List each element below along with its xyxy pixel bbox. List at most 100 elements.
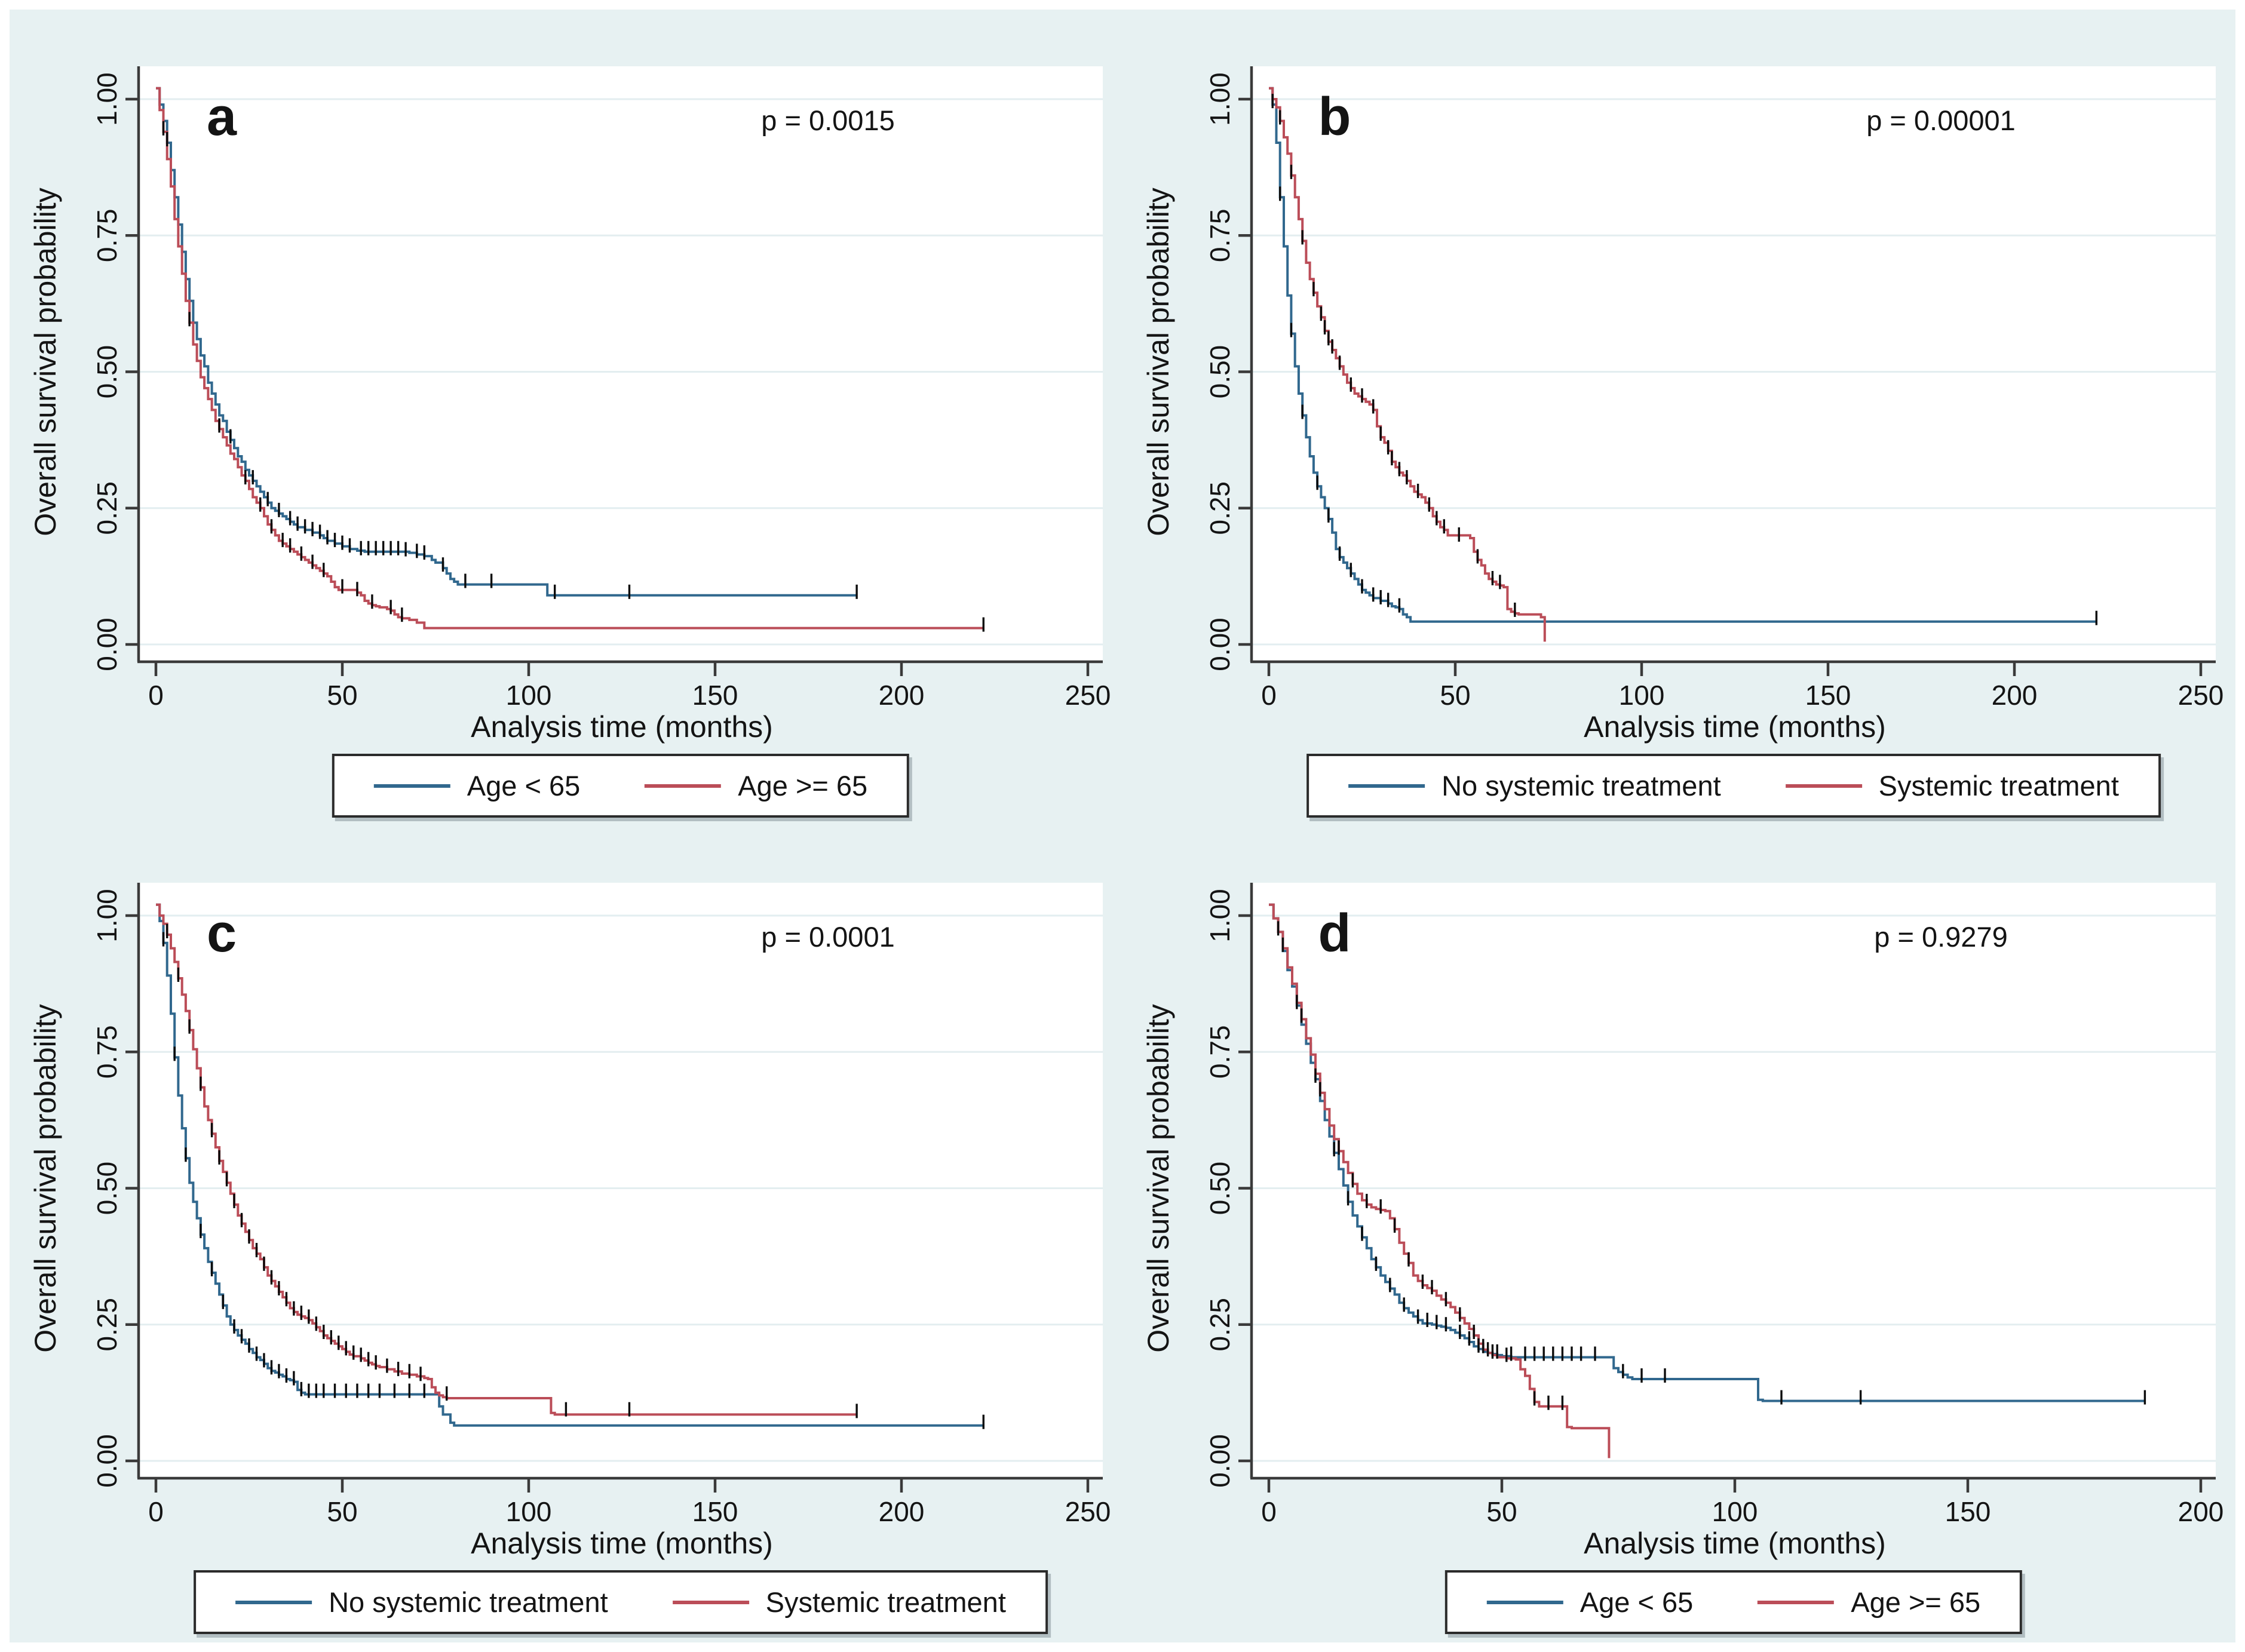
y-tick-label: 0.00 [1204, 618, 1235, 671]
legend-label: Age < 65 [1580, 1586, 1694, 1618]
x-tick-label: 250 [1065, 1496, 1111, 1527]
y-tick-label: 0.25 [1204, 481, 1235, 535]
red-line-swatch [672, 1600, 749, 1604]
x-axis-title-b: Analysis time (months) [1584, 710, 1886, 744]
plot-area [1252, 66, 2216, 662]
legend-entry: Systemic treatment [1785, 769, 2119, 802]
y-axis-title-b: Overall survival probability [1142, 188, 1175, 536]
y-tick-label: 0.00 [1204, 1434, 1235, 1488]
x-tick-label: 0 [148, 1496, 164, 1527]
y-tick-label: 0.00 [91, 618, 122, 671]
legend-label: Age >= 65 [1851, 1586, 1981, 1618]
legend-entry: Age >= 65 [645, 769, 867, 802]
x-tick-label: 200 [879, 1496, 925, 1527]
legend-a: Age < 65 Age >= 65 [332, 754, 910, 818]
x-tick-label: 50 [327, 680, 357, 711]
x-tick-label: 50 [1486, 1496, 1517, 1527]
panel-b: 0.00 0.25 0.50 0.75 1.00 0 50 100 150 200 250 b p … [1122, 10, 2235, 826]
y-tick-label: 1.00 [1204, 889, 1235, 942]
legend-entry: Systemic treatment [672, 1586, 1006, 1619]
legend-label: Age >= 65 [738, 770, 868, 802]
legend-label: Systemic treatment [765, 1586, 1006, 1618]
legend-entry: No systemic treatment [1348, 769, 1721, 802]
y-axis-title-c: Overall survival probability [29, 1004, 62, 1353]
x-tick-label: 200 [2178, 1496, 2224, 1527]
y-tick-label: 0.50 [91, 345, 122, 399]
legend-label: Systemic treatment [1878, 770, 2119, 802]
plot-area [139, 883, 1103, 1478]
y-tick-label: 0.75 [91, 1025, 122, 1079]
x-tick-label: 200 [1992, 680, 2038, 711]
x-tick-label: 100 [506, 680, 552, 711]
panel-c: 0.00 0.25 0.50 0.75 1.00 0 50 100 150 200 250 c p … [10, 826, 1122, 1642]
blue-line-swatch [1348, 784, 1425, 788]
x-tick-label: 100 [1619, 680, 1665, 711]
legend-entry: Age >= 65 [1758, 1586, 1980, 1619]
y-axis-title-d: Overall survival probability [1142, 1004, 1175, 1353]
y-tick-label: 0.75 [91, 208, 122, 262]
km-plot-c: 0.00 0.25 0.50 0.75 1.00 0 50 100 150 200 250 [91, 883, 1111, 1527]
red-line-swatch [1785, 784, 1862, 788]
panel-letter-c: c [206, 904, 237, 963]
legend-entry: No systemic treatment [235, 1586, 608, 1619]
p-value-d: p = 0.9279 [1874, 921, 2008, 953]
x-tick-label: 250 [2178, 680, 2224, 711]
km-figure: 0.00 0.25 0.50 0.75 1.00 0 50 100 150 200 250 a p … [10, 10, 2235, 1642]
km-plot-a: 0.00 0.25 0.50 0.75 1.00 0 50 100 150 200 250 [91, 66, 1111, 711]
panel-letter-d: d [1318, 904, 1351, 963]
km-plot-b: 0.00 0.25 0.50 0.75 1.00 0 50 100 150 200 250 [1204, 66, 2224, 711]
p-value-c: p = 0.0001 [761, 921, 895, 953]
legend-entry: Age < 65 [373, 769, 581, 802]
x-tick-label: 150 [1805, 680, 1851, 711]
x-tick-label: 0 [1261, 680, 1277, 711]
y-tick-label: 0.00 [91, 1434, 122, 1488]
x-tick-label: 100 [1712, 1496, 1758, 1527]
x-tick-label: 150 [692, 1496, 738, 1527]
legend-entry: Age < 65 [1486, 1586, 1694, 1619]
red-line-swatch [1758, 1600, 1835, 1604]
y-tick-label: 0.50 [1204, 1162, 1235, 1215]
y-axis-title-a: Overall survival probability [29, 188, 62, 536]
x-tick-label: 50 [327, 1496, 357, 1527]
legend-label: No systemic treatment [329, 1586, 608, 1618]
blue-line-swatch [235, 1600, 312, 1604]
y-tick-label: 0.75 [1204, 208, 1235, 262]
x-tick-label: 200 [879, 680, 925, 711]
x-axis-title-c: Analysis time (months) [471, 1527, 773, 1560]
red-line-swatch [645, 784, 722, 788]
km-plot-d: 0.00 0.25 0.50 0.75 1.00 0 50 100 150 200 [1204, 883, 2224, 1527]
legend-d: Age < 65 Age >= 65 [1444, 1570, 2023, 1634]
x-tick-label: 250 [1065, 680, 1111, 711]
x-tick-label: 0 [1261, 1496, 1277, 1527]
y-tick-label: 1.00 [1204, 72, 1235, 126]
x-tick-label: 150 [1945, 1496, 1991, 1527]
y-tick-label: 0.25 [91, 1298, 122, 1352]
y-tick-label: 0.50 [1204, 345, 1235, 399]
x-tick-label: 50 [1440, 680, 1470, 711]
x-tick-label: 100 [506, 1496, 552, 1527]
y-tick-label: 0.25 [1204, 1298, 1235, 1352]
y-tick-label: 0.50 [91, 1162, 122, 1215]
blue-line-swatch [1486, 1600, 1563, 1604]
blue-line-swatch [373, 784, 450, 788]
legend-b: No systemic treatment Systemic treatment [1306, 754, 2161, 818]
panel-letter-b: b [1318, 87, 1351, 147]
y-tick-label: 0.25 [91, 481, 122, 535]
x-tick-label: 150 [692, 680, 738, 711]
x-tick-label: 0 [148, 680, 164, 711]
plot-area [1252, 883, 2216, 1478]
x-axis-title-a: Analysis time (months) [471, 710, 773, 744]
legend-c: No systemic treatment Systemic treatment [194, 1570, 1048, 1634]
panel-a: 0.00 0.25 0.50 0.75 1.00 0 50 100 150 200 250 a p … [10, 10, 1122, 826]
x-axis-title-d: Analysis time (months) [1584, 1527, 1886, 1560]
legend-label: No systemic treatment [1442, 770, 1721, 802]
panel-letter-a: a [206, 87, 237, 147]
y-tick-label: 1.00 [91, 72, 122, 126]
y-tick-label: 0.75 [1204, 1025, 1235, 1079]
y-tick-label: 1.00 [91, 889, 122, 942]
p-value-b: p = 0.00001 [1866, 105, 2016, 136]
legend-label: Age < 65 [467, 770, 581, 802]
plot-area [139, 66, 1103, 662]
p-value-a: p = 0.0015 [761, 105, 895, 136]
panel-d: 0.00 0.25 0.50 0.75 1.00 0 50 100 150 200 d p = 0… [1122, 826, 2235, 1642]
